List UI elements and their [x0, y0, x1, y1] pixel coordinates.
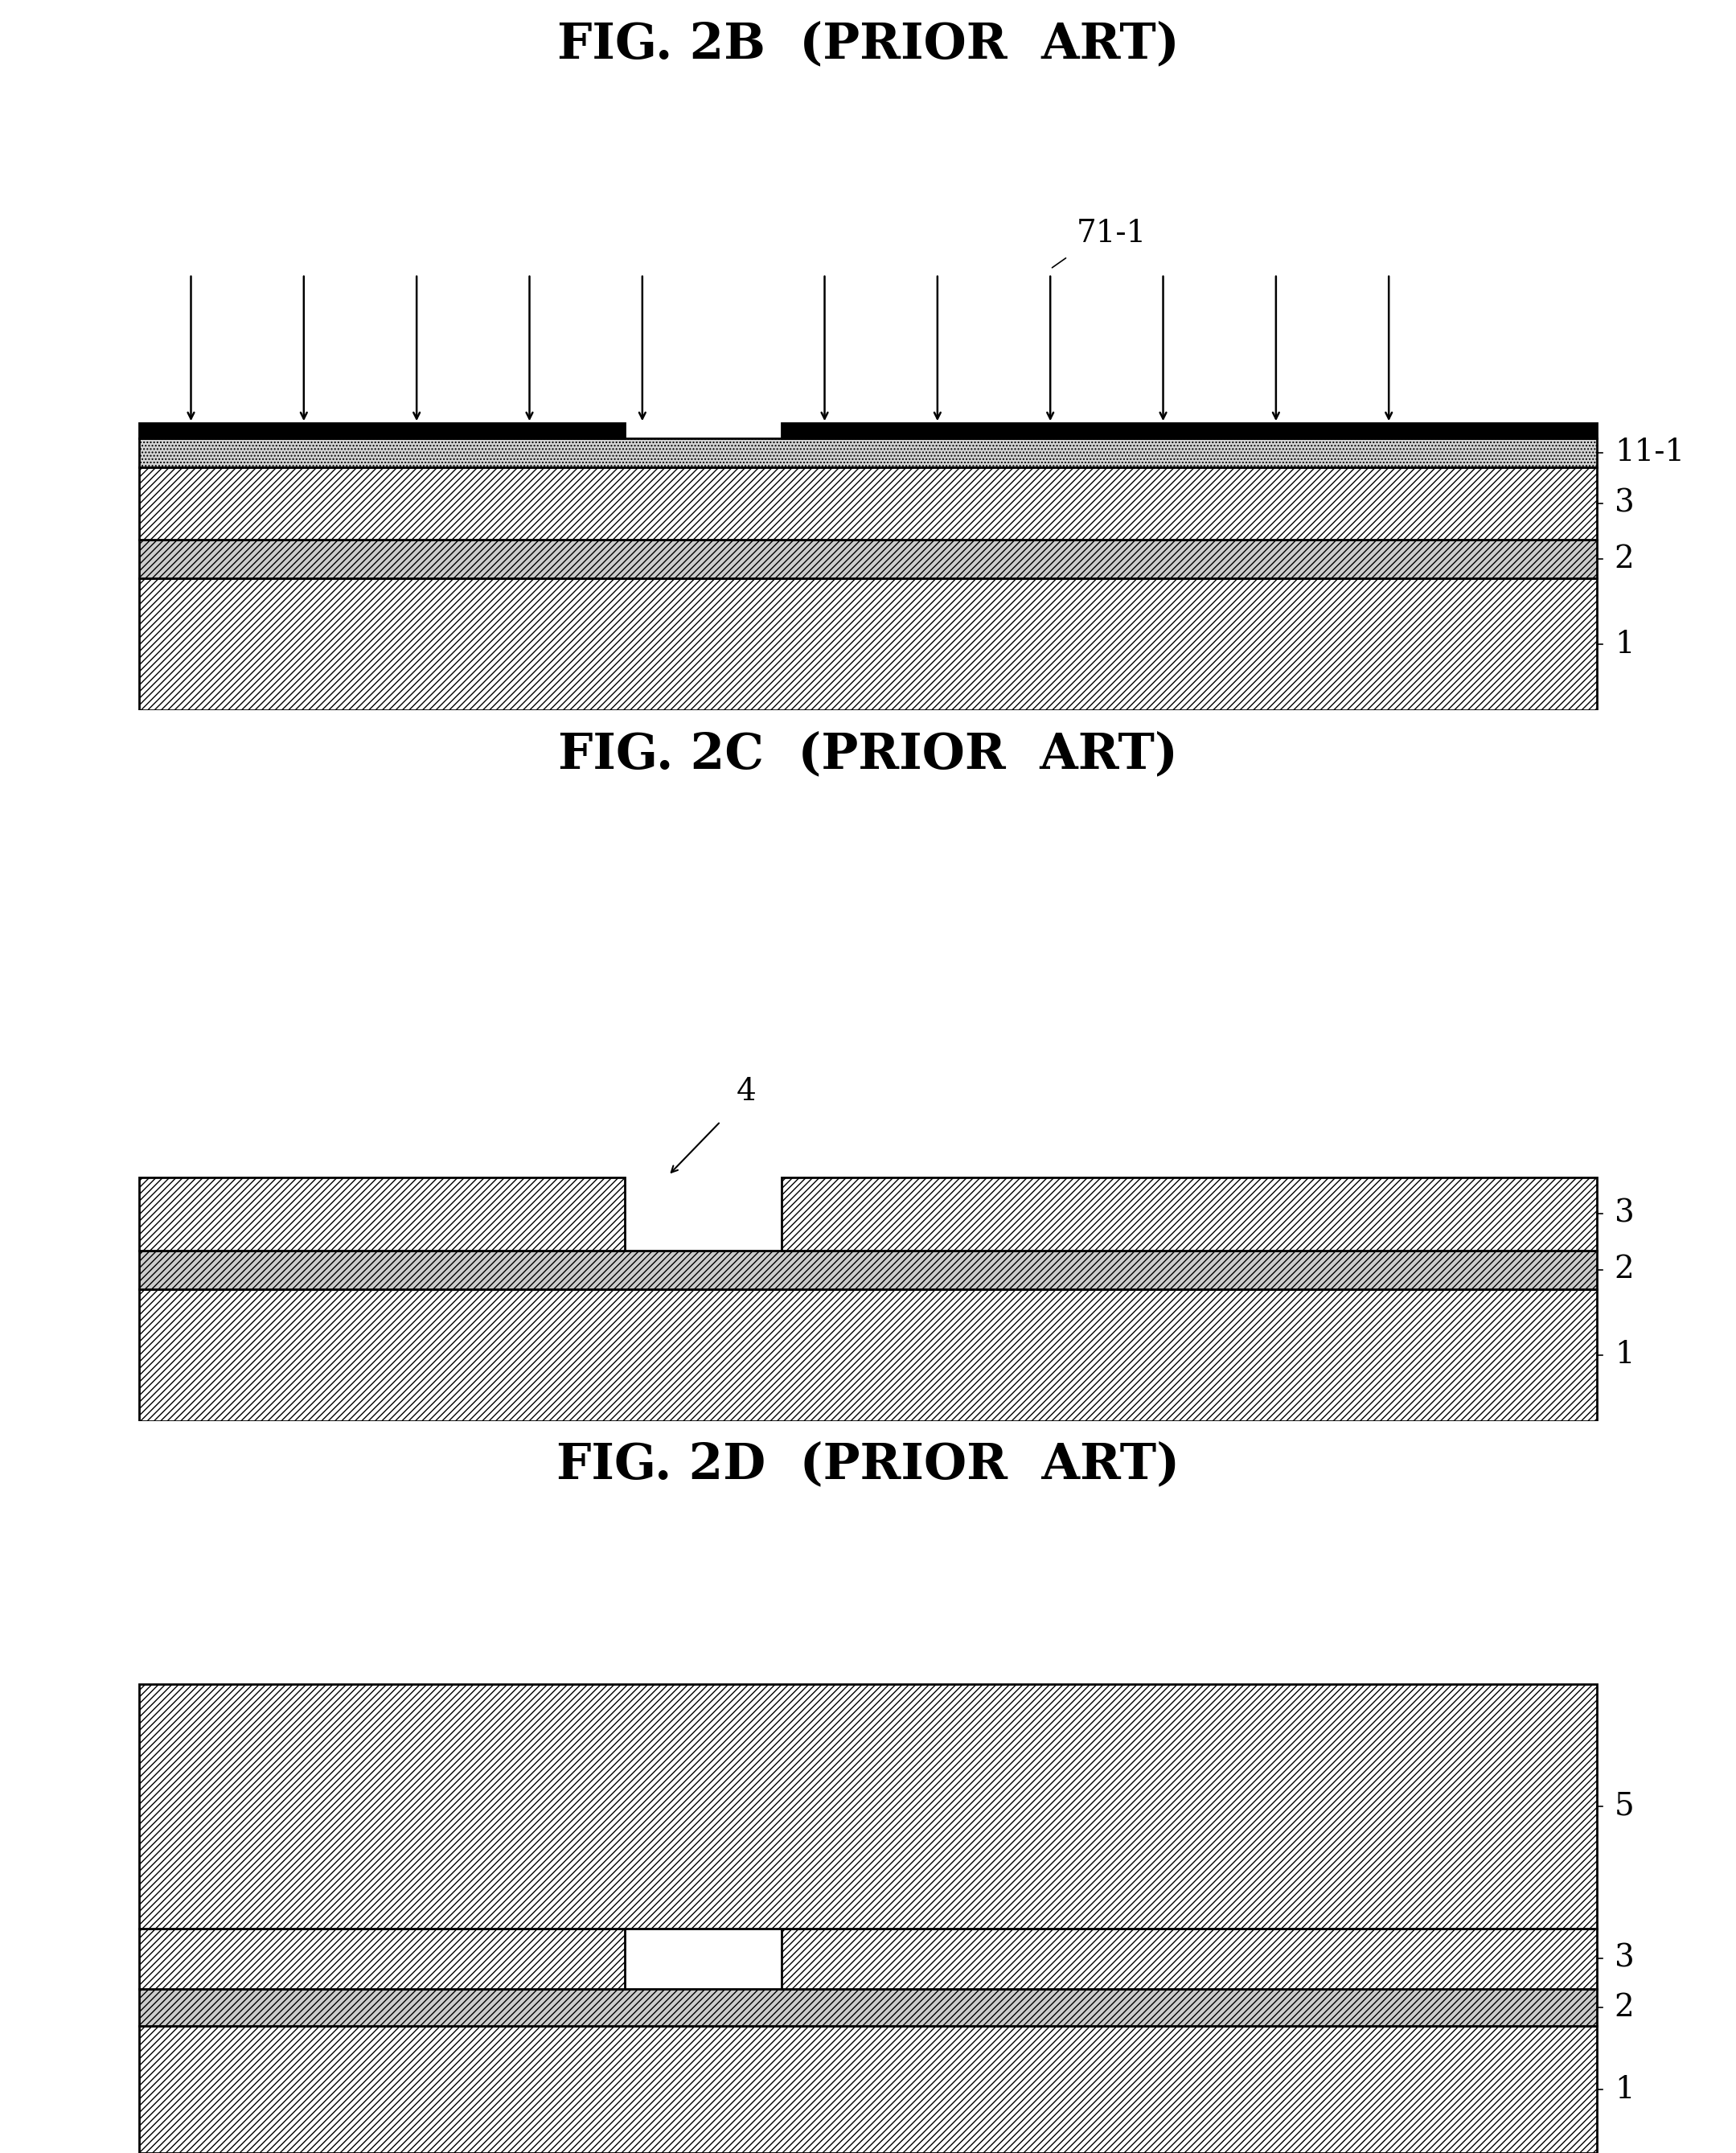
Text: 1: 1 [1614, 1339, 1634, 1369]
Bar [781, 424, 1597, 439]
Bar [139, 1989, 1597, 2026]
Text: 5: 5 [1614, 1791, 1634, 1821]
Text: 4: 4 [736, 1076, 757, 1107]
Bar [139, 424, 625, 439]
Text: 2: 2 [1614, 1994, 1634, 2022]
Bar [781, 1929, 1597, 1989]
Text: 11-1: 11-1 [1614, 437, 1684, 467]
Text: FIG. 2C  (PRIOR  ART): FIG. 2C (PRIOR ART) [557, 730, 1179, 779]
Text: 3: 3 [1614, 489, 1634, 519]
Bar [139, 2026, 1597, 2153]
Bar [781, 1178, 1597, 1251]
Bar [139, 579, 1597, 710]
Text: FIG. 2B  (PRIOR  ART): FIG. 2B (PRIOR ART) [557, 19, 1179, 69]
Bar [139, 1251, 1597, 1290]
Text: 71-1: 71-1 [1076, 220, 1146, 248]
Text: 1: 1 [1614, 629, 1634, 659]
Text: 2: 2 [1614, 1255, 1634, 1285]
Bar [139, 540, 1597, 579]
Text: 3: 3 [1614, 1199, 1634, 1229]
Bar [139, 1929, 625, 1989]
Bar [139, 1178, 625, 1251]
Bar [139, 1684, 1597, 1929]
Bar [139, 439, 1597, 467]
Text: 1: 1 [1614, 2075, 1634, 2103]
Bar [139, 1290, 1597, 1421]
Text: 2: 2 [1614, 545, 1634, 575]
Text: FIG. 2D  (PRIOR  ART): FIG. 2D (PRIOR ART) [556, 1440, 1180, 1488]
Text: 3: 3 [1614, 1944, 1634, 1974]
Bar [139, 467, 1597, 540]
